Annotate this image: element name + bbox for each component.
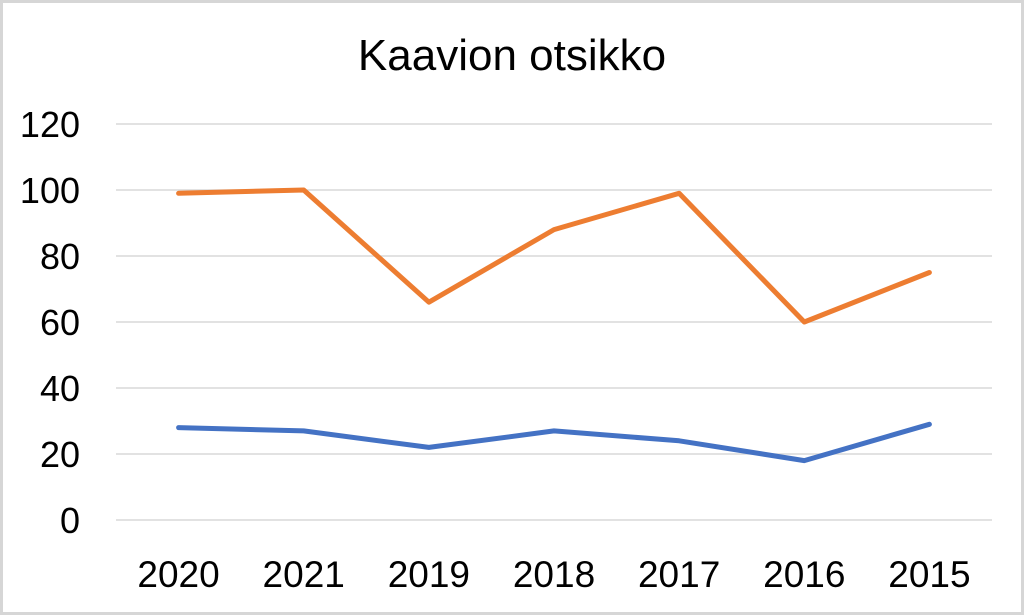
- y-axis-tick-label: 20: [40, 434, 80, 475]
- blue-series-line: [176, 421, 932, 464]
- y-axis-tick-label: 100: [20, 170, 80, 211]
- x-axis-tick-label: 2015: [888, 554, 970, 595]
- y-axis-tick-label: 60: [40, 302, 80, 343]
- y-axis-tick-label: 80: [40, 236, 80, 277]
- x-axis-tick-label: 2017: [638, 554, 720, 595]
- y-axis-tick-label: 0: [60, 500, 80, 541]
- x-axis-tick-label: 2018: [513, 554, 595, 595]
- x-axis-tick-label: 2016: [763, 554, 845, 595]
- chart-title: Kaavion otsikko: [358, 31, 666, 80]
- x-axis-tick-label: 2020: [137, 554, 219, 595]
- x-axis-tick-label: 2019: [388, 554, 470, 595]
- y-axis-tick-label: 120: [20, 104, 80, 145]
- orange-series-line: [176, 187, 932, 325]
- x-axis-tick-label: 2021: [263, 554, 345, 595]
- y-axis-tick-label: 40: [40, 368, 80, 409]
